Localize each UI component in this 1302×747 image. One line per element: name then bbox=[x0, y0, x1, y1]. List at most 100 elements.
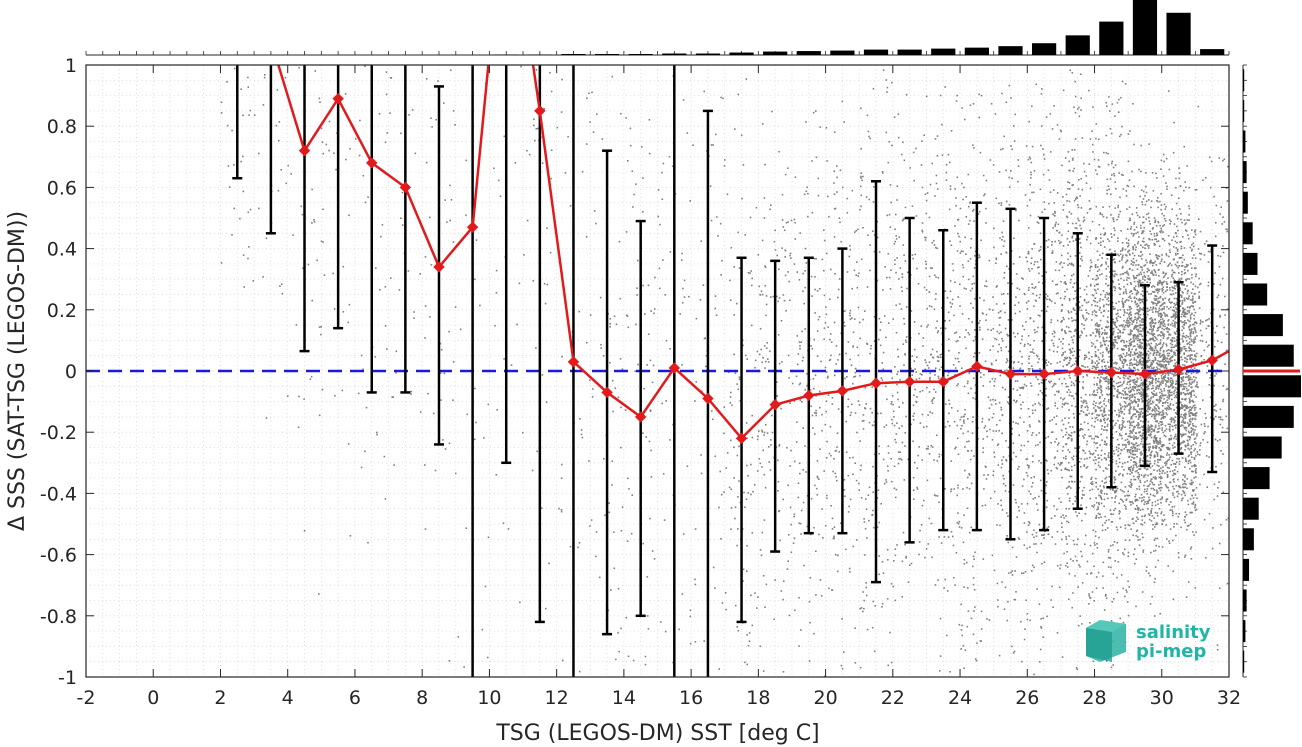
scatter-point bbox=[1118, 392, 1120, 395]
scatter-point bbox=[1054, 215, 1056, 217]
scatter-point bbox=[1079, 73, 1082, 75]
scatter-point bbox=[973, 329, 976, 331]
scatter-point bbox=[1076, 668, 1079, 671]
scatter-point bbox=[1112, 489, 1114, 491]
scatter-point bbox=[1124, 392, 1127, 394]
scatter-point bbox=[1062, 398, 1064, 401]
scatter-point bbox=[1117, 336, 1120, 339]
scatter-point bbox=[1113, 338, 1115, 341]
scatter-point bbox=[1096, 442, 1098, 444]
scatter-point bbox=[1067, 244, 1069, 246]
scatter-point bbox=[1077, 538, 1079, 540]
scatter-point bbox=[1003, 240, 1006, 242]
scatter-point bbox=[963, 422, 965, 424]
scatter-point bbox=[954, 281, 956, 284]
scatter-point bbox=[1099, 254, 1101, 256]
scatter-point bbox=[1130, 362, 1133, 364]
scatter-point bbox=[802, 272, 804, 275]
scatter-point bbox=[897, 348, 899, 351]
scatter-point bbox=[1017, 468, 1019, 470]
scatter-point bbox=[762, 575, 765, 577]
scatter-point bbox=[941, 123, 943, 126]
scatter-point bbox=[1112, 513, 1114, 515]
scatter-point bbox=[1126, 324, 1128, 327]
scatter-point bbox=[730, 299, 732, 301]
scatter-point bbox=[1128, 354, 1130, 356]
scatter-point bbox=[1100, 420, 1103, 422]
scatter-point bbox=[1112, 343, 1115, 346]
scatter-point bbox=[502, 522, 505, 524]
scatter-point bbox=[1122, 305, 1125, 307]
scatter-point bbox=[1133, 288, 1136, 290]
scatter-point bbox=[1151, 391, 1153, 394]
scatter-point bbox=[1051, 431, 1053, 433]
scatter-point bbox=[925, 361, 927, 364]
scatter-point bbox=[972, 208, 975, 211]
scatter-point bbox=[1043, 158, 1046, 160]
scatter-point bbox=[998, 401, 1001, 404]
scatter-point bbox=[1102, 252, 1104, 255]
scatter-point bbox=[549, 71, 551, 74]
scatter-point bbox=[1060, 469, 1063, 471]
scatter-point bbox=[1156, 455, 1159, 457]
scatter-point bbox=[1020, 407, 1022, 410]
scatter-point bbox=[956, 437, 959, 440]
scatter-point bbox=[961, 264, 964, 266]
scatter-point bbox=[973, 610, 975, 612]
scatter-point bbox=[1125, 498, 1128, 500]
scatter-point bbox=[845, 352, 847, 355]
scatter-point bbox=[1100, 265, 1102, 267]
scatter-point bbox=[1069, 558, 1072, 560]
scatter-point bbox=[776, 295, 778, 298]
scatter-point bbox=[917, 454, 919, 457]
scatter-point bbox=[1007, 515, 1009, 517]
scatter-point bbox=[1105, 377, 1108, 380]
scatter-point bbox=[904, 339, 907, 342]
scatter-point bbox=[964, 118, 966, 121]
scatter-point bbox=[560, 111, 563, 113]
scatter-point bbox=[1080, 334, 1082, 337]
scatter-point bbox=[999, 524, 1001, 527]
scatter-point bbox=[940, 542, 943, 544]
scatter-point bbox=[1132, 248, 1135, 251]
scatter-point bbox=[850, 364, 853, 366]
scatter-point bbox=[733, 446, 735, 449]
scatter-point bbox=[1147, 398, 1150, 401]
scatter-point bbox=[1053, 505, 1055, 507]
scatter-point bbox=[955, 340, 958, 343]
scatter-point bbox=[1121, 349, 1124, 351]
scatter-point bbox=[1056, 407, 1059, 410]
scatter-point bbox=[853, 376, 855, 378]
scatter-point bbox=[1080, 258, 1082, 260]
scatter-point bbox=[1160, 397, 1163, 399]
scatter-point bbox=[1117, 382, 1120, 384]
scatter-point bbox=[1094, 345, 1097, 348]
scatter-point bbox=[1028, 424, 1031, 426]
scatter-point bbox=[1095, 205, 1098, 208]
scatter-point bbox=[964, 413, 966, 416]
scatter-point bbox=[939, 670, 941, 672]
scatter-point bbox=[918, 332, 920, 335]
scatter-point bbox=[1105, 444, 1108, 446]
scatter-point bbox=[1105, 457, 1107, 460]
scatter-point bbox=[1136, 214, 1139, 217]
scatter-point bbox=[1001, 92, 1003, 95]
scatter-point bbox=[1137, 345, 1139, 348]
scatter-point bbox=[1097, 288, 1099, 290]
scatter-point bbox=[1161, 377, 1164, 380]
scatter-point bbox=[1023, 421, 1025, 423]
scatter-point bbox=[1151, 501, 1154, 504]
scatter-point bbox=[556, 126, 559, 129]
scatter-point bbox=[1055, 221, 1057, 224]
scatter-point bbox=[763, 431, 766, 434]
scatter-point bbox=[902, 402, 904, 404]
scatter-point bbox=[1105, 348, 1108, 351]
scatter-point bbox=[1072, 560, 1074, 562]
scatter-point bbox=[1116, 368, 1118, 370]
scatter-point bbox=[1102, 587, 1104, 589]
scatter-point bbox=[1066, 520, 1068, 523]
scatter-point bbox=[650, 476, 653, 478]
scatter-point bbox=[1068, 451, 1071, 453]
scatter-point bbox=[1101, 490, 1103, 492]
scatter-point bbox=[1034, 403, 1036, 405]
